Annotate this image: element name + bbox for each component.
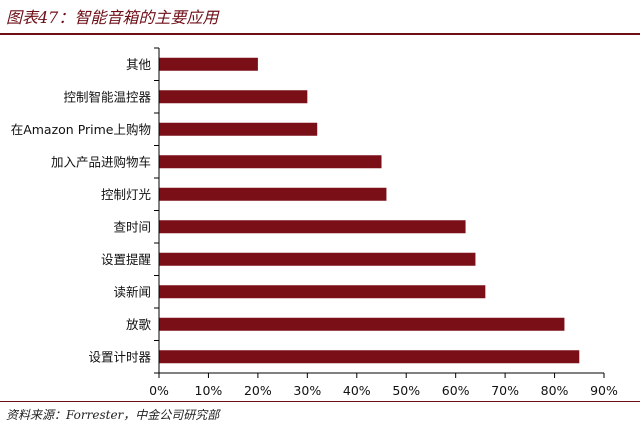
bar-9 — [159, 317, 565, 331]
x-tick-label: 50% — [392, 383, 420, 398]
category-label: 读新闻 — [113, 284, 151, 299]
chart-title: 图表47：智能音箱的主要应用 — [6, 8, 219, 27]
category-label: 设置计时器 — [88, 349, 151, 364]
x-tick-label: 80% — [541, 383, 569, 398]
category-label: 放歌 — [126, 317, 152, 332]
x-tick-label: 10% — [195, 383, 223, 398]
category-label: 其他 — [126, 57, 152, 72]
x-tick-label: 70% — [491, 383, 519, 398]
category-label: 设置提醒 — [101, 252, 152, 267]
bar-4 — [159, 155, 382, 169]
title-divider — [0, 33, 640, 35]
bar-2 — [159, 90, 308, 104]
x-tick-label: 20% — [244, 383, 272, 398]
category-label: 加入产品进购物车 — [51, 154, 151, 169]
x-tick-label: 60% — [442, 383, 470, 398]
bar-8 — [159, 285, 486, 299]
bar-10 — [159, 350, 580, 364]
chart-header: 图表47：智能音箱的主要应用 — [0, 0, 640, 35]
source-note: 资料来源：Forrester，中金公司研究部 — [6, 408, 220, 422]
category-label: 在Amazon Prime上购物 — [11, 122, 151, 137]
bar-chart: 其他控制智能温控器在Amazon Prime上购物加入产品进购物车控制灯光查时间… — [0, 36, 640, 398]
x-tick-label: 0% — [149, 383, 169, 398]
x-tick-label: 40% — [343, 383, 371, 398]
bar-6 — [159, 220, 466, 234]
category-label: 控制智能温控器 — [63, 89, 151, 104]
bar-7 — [159, 252, 476, 266]
category-label: 控制灯光 — [101, 187, 151, 202]
bar-1 — [159, 57, 258, 71]
bar-5 — [159, 187, 387, 201]
x-tick-label: 30% — [293, 383, 321, 398]
footer-divider — [0, 401, 640, 402]
bar-3 — [159, 122, 318, 136]
x-tick-label: 90% — [590, 383, 618, 398]
category-label: 查时间 — [113, 219, 151, 234]
